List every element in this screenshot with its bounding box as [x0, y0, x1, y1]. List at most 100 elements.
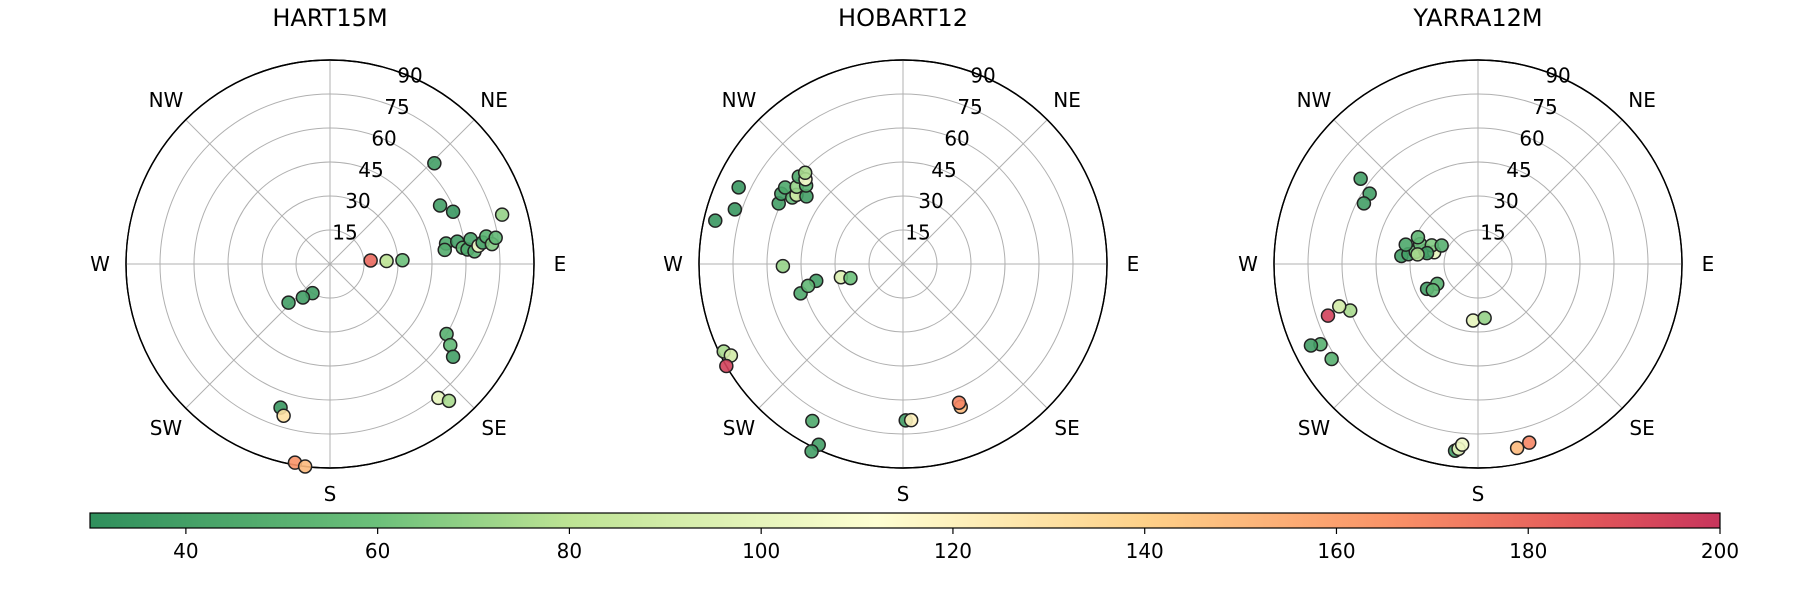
grid-spoke — [185, 119, 331, 265]
data-point — [1521, 435, 1537, 450]
colorbar-tick-label: 100 — [742, 539, 780, 563]
grid-spoke — [902, 263, 1048, 409]
polar-frame-outline — [698, 59, 1108, 469]
grid-spoke — [1477, 263, 1623, 409]
data-point — [441, 393, 457, 409]
polar-frame-outline — [1273, 59, 1683, 469]
radial-tick-label: 30 — [1493, 189, 1518, 213]
radial-tick-label: 30 — [345, 189, 370, 213]
polar-panel-1: 15 30 45 60 75 90 NE E SE S SW W NW HART15M — [90, 4, 566, 506]
data-point — [379, 253, 394, 269]
data-point — [1320, 308, 1336, 323]
data-point — [494, 207, 510, 222]
compass-label-w: W — [663, 252, 683, 276]
grid-spoke — [902, 119, 1048, 265]
compass-label-sw: SW — [1298, 416, 1331, 440]
compass-label-nw: NW — [1297, 88, 1332, 112]
compass-label-w: W — [1238, 252, 1258, 276]
data-point — [775, 258, 791, 274]
compass-label-se: SE — [1054, 416, 1079, 440]
radial-tick-label: 75 — [1532, 95, 1557, 119]
grid-spoke — [1333, 119, 1479, 265]
compass-label-w: W — [90, 252, 110, 276]
data-point — [797, 165, 813, 181]
data-point — [295, 290, 311, 305]
compass-label-ne: NE — [1053, 88, 1081, 112]
radial-tick-label: 45 — [931, 158, 956, 182]
data-point — [731, 180, 746, 195]
compass-label-nw: NW — [722, 88, 757, 112]
data-point — [437, 242, 452, 258]
compass-label-s: S — [897, 482, 910, 506]
radial-tick-label: 60 — [1519, 126, 1544, 150]
grid-spoke — [1477, 119, 1623, 265]
data-point — [903, 412, 919, 428]
radial-tick-label: 90 — [1545, 64, 1570, 88]
data-point — [1410, 230, 1426, 245]
data-point — [395, 252, 410, 268]
compass-label-nw: NW — [149, 88, 184, 112]
data-point — [1509, 440, 1525, 456]
radial-tick-label: 75 — [384, 95, 409, 119]
radial-tick-label: 30 — [918, 189, 943, 213]
radial-tick-label: 90 — [970, 64, 995, 88]
data-point — [805, 413, 820, 429]
data-point — [800, 278, 816, 294]
colorbar-tick-label: 200 — [1701, 539, 1739, 563]
compass-label-sw: SW — [150, 416, 183, 440]
grid-spoke — [758, 263, 904, 409]
radial-tick-label: 60 — [944, 126, 969, 150]
data-point — [363, 253, 378, 268]
radial-tick-label: 75 — [957, 95, 982, 119]
colorbar-gradient — [89, 512, 1721, 529]
data-point — [445, 204, 461, 219]
data-point — [1454, 437, 1470, 452]
compass-label-ne: NE — [1628, 88, 1656, 112]
data-point — [1303, 338, 1319, 353]
colorbar-tick-label: 140 — [1126, 539, 1164, 563]
data-point — [804, 444, 819, 459]
data-point — [951, 395, 967, 410]
data-point — [1356, 196, 1372, 211]
grid-spoke — [1333, 263, 1479, 409]
radial-tick-label: 45 — [358, 158, 383, 182]
radial-tick-label: 15 — [905, 221, 930, 245]
data-point — [1410, 247, 1425, 262]
data-point — [1324, 351, 1339, 367]
grid-spoke — [185, 263, 331, 409]
data-point — [719, 358, 734, 374]
compass-label-e: E — [1127, 252, 1140, 276]
polar-panel-3: 15 30 45 60 75 90 NE E SE S SW W NW YARRA12M — [1238, 4, 1714, 506]
colorbar-tick-label: 40 — [173, 539, 198, 563]
data-point — [1398, 237, 1413, 252]
colorbar-tick-label: 180 — [1509, 539, 1547, 563]
compass-label-ne: NE — [480, 88, 508, 112]
colorbar: 40 60 80 100 120 140 160 180 200 — [89, 512, 1739, 563]
data-point — [1425, 282, 1441, 298]
radial-tick-label: 15 — [1480, 221, 1505, 245]
radial-tick-label: 90 — [397, 64, 422, 88]
radial-tick-label: 60 — [371, 126, 396, 150]
polar-frame-outline — [125, 59, 535, 469]
polar-panel-2: 15 30 45 60 75 90 NE E SE S SW W NW HOBART12 — [663, 4, 1139, 506]
data-point — [708, 213, 723, 228]
data-point — [843, 270, 858, 286]
compass-label-e: E — [1702, 252, 1715, 276]
data-point — [297, 459, 313, 474]
colorbar-tick-label: 120 — [934, 539, 972, 563]
grid-spoke — [329, 263, 475, 409]
panel-title: HOBART12 — [838, 4, 968, 32]
colorbar-tick-label: 80 — [557, 539, 582, 563]
compass-label-se: SE — [1629, 416, 1654, 440]
data-point — [445, 349, 461, 365]
radial-tick-label: 45 — [1506, 158, 1531, 182]
data-point — [727, 202, 743, 217]
grid-spoke — [758, 119, 904, 265]
data-point — [1477, 310, 1492, 326]
radial-tick-label: 15 — [332, 221, 357, 245]
colorbar-tick-label: 160 — [1317, 539, 1355, 563]
data-point — [1434, 238, 1449, 253]
data-point — [1332, 299, 1347, 314]
